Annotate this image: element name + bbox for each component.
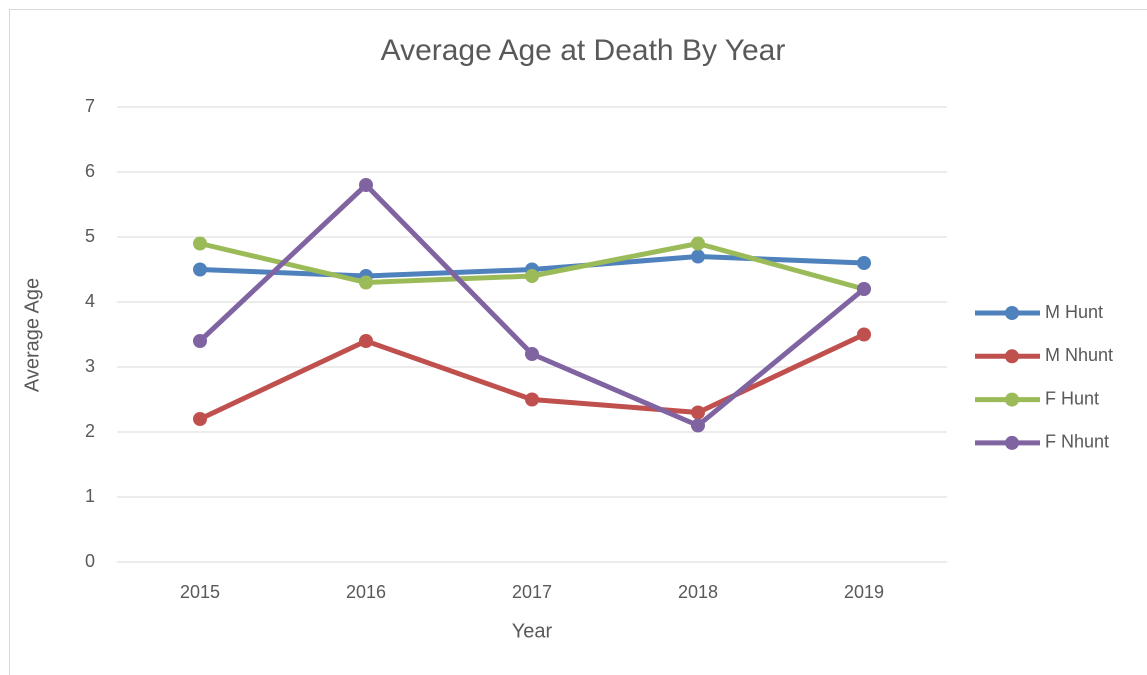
data-point	[857, 282, 871, 296]
y-tick-label: 1	[85, 486, 95, 506]
x-tick-label: 2017	[512, 582, 552, 602]
legend-label: F Hunt	[1045, 388, 1099, 408]
legend-marker	[1005, 435, 1019, 450]
legend-marker	[1005, 306, 1019, 320]
y-tick-label: 0	[85, 551, 95, 571]
y-tick-label: 3	[85, 356, 95, 376]
legend-marker	[1005, 349, 1019, 364]
legend-marker	[1005, 392, 1019, 407]
data-point	[525, 269, 539, 283]
y-tick-label: 5	[85, 226, 95, 246]
data-point	[525, 347, 539, 361]
data-point	[359, 275, 373, 290]
chart-title: Average Age at Death By Year	[381, 34, 786, 67]
x-axis-label: Year	[512, 620, 553, 642]
data-point	[857, 256, 871, 270]
data-point	[691, 249, 705, 264]
data-point	[525, 392, 539, 407]
data-point	[359, 178, 373, 192]
x-tick-label: 2018	[678, 582, 718, 602]
legend-label: F Nhunt	[1045, 432, 1109, 452]
data-point	[193, 262, 207, 277]
x-tick-label: 2019	[844, 582, 884, 602]
y-axis-label: Average Age	[21, 278, 43, 392]
x-tick-label: 2015	[180, 582, 220, 602]
data-point	[691, 405, 705, 420]
data-point	[691, 418, 705, 433]
data-point	[857, 327, 871, 342]
legend-label: M Hunt	[1045, 302, 1103, 322]
y-tick-label: 4	[85, 291, 95, 311]
data-point	[193, 334, 207, 348]
data-point	[193, 412, 207, 426]
chart-frame	[9, 9, 1147, 675]
data-point	[691, 236, 705, 251]
y-tick-label: 6	[85, 161, 95, 181]
y-tick-label: 7	[85, 96, 95, 116]
data-point	[193, 236, 207, 251]
data-point	[359, 334, 373, 348]
legend-label: M Nhunt	[1045, 345, 1113, 365]
y-tick-label: 2	[85, 421, 95, 441]
x-tick-label: 2016	[346, 582, 386, 602]
